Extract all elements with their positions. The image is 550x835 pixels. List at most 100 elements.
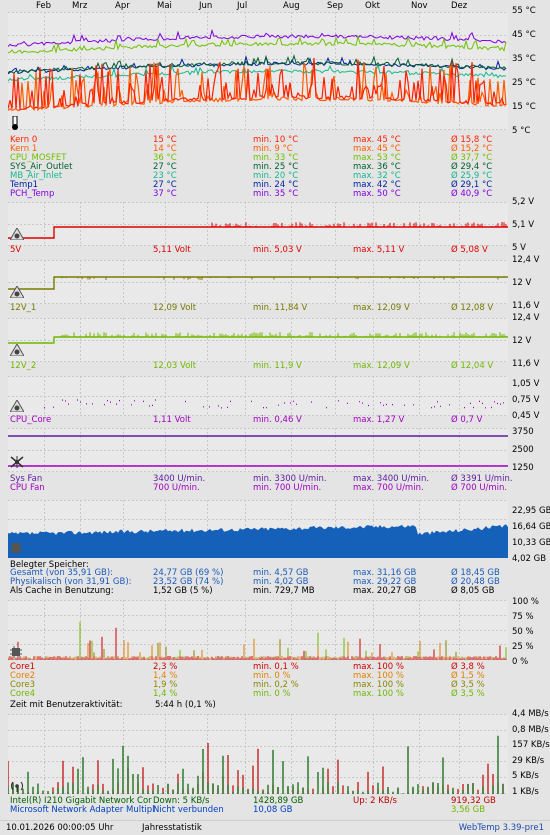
series-line <box>8 54 507 74</box>
y-tick-label: 50 % <box>512 627 534 637</box>
legend-avg: Ø 12,04 V <box>451 361 494 371</box>
series-line <box>8 34 507 54</box>
legend-name: 12V_2 <box>10 361 37 371</box>
legend-avg: Ø 25,9 °C <box>451 171 493 181</box>
legend-max: max. 100 % <box>353 680 404 690</box>
legend-avg: Ø 40,9 °C <box>451 189 493 199</box>
legend-cur: 1,4 % <box>153 689 178 699</box>
footer-mode: Jahresstatistik <box>142 823 202 833</box>
legend-max: max. 100 % <box>353 671 404 681</box>
series-line <box>8 276 508 290</box>
legend-name: CPU_MOSFET <box>10 153 67 163</box>
legend-min: min. 24 °C <box>253 180 299 190</box>
series-line <box>8 62 507 82</box>
legend-max: max. 45 °C <box>353 135 401 145</box>
legend-max: max. 29,22 GB <box>353 577 417 587</box>
y-tick-label: 5 V <box>512 243 526 253</box>
y-tick-label: 5 KB/s <box>512 771 539 782</box>
voltage-icon <box>9 399 25 415</box>
series-bars <box>8 743 504 794</box>
legend-min: min. 5,03 V <box>253 245 302 255</box>
voltage-12v2-plot <box>8 318 508 362</box>
legend-cur: 2,3 % <box>153 662 178 672</box>
legend-avg: Ø 37,7 °C <box>451 153 493 163</box>
fan-icon <box>10 456 24 471</box>
month-label: Jun <box>199 1 213 11</box>
legend-name: Gesamt (von 35,91 GB): <box>10 568 114 578</box>
legend-name: Kern 1 <box>10 144 38 154</box>
series-spikes <box>211 222 507 227</box>
legend-min: min. 729,7 MB <box>253 586 315 596</box>
legend-cur: 36 °C <box>153 153 177 163</box>
y-tick-label: 45 °C <box>512 30 536 40</box>
adapter-1-down-total: 1428,89 GB <box>253 796 304 806</box>
legend-avg: Ø 15,2 °C <box>451 144 493 154</box>
y-tick-label: 35 °C <box>512 54 536 64</box>
legend-avg: Ø 5,08 V <box>451 245 488 255</box>
memory-chart <box>8 500 508 558</box>
legend-min: min. 0 % <box>253 671 291 681</box>
adapter-2-name: Microsoft Network Adapter Multipl <box>10 805 155 815</box>
adapter-1-up-total: 919,32 GB <box>451 796 496 806</box>
y-tick-label: 1,05 V <box>512 379 540 389</box>
legend-max: max. 42 °C <box>353 180 401 190</box>
memory-plot <box>8 500 508 558</box>
legend-max: max. 12,09 V <box>353 361 410 371</box>
voltage-5v-chart <box>8 202 508 246</box>
legend-max: max. 20,27 GB <box>353 586 417 596</box>
y-tick-label: 12,4 V <box>512 313 540 323</box>
legend-cur: 3400 U/min. <box>153 474 206 484</box>
legend-cur: 1,52 GB (5 %) <box>153 586 213 596</box>
month-label: Aug <box>283 1 300 11</box>
series-line <box>8 57 506 111</box>
series-bars <box>8 735 504 794</box>
y-tick-label: 5,1 V <box>512 220 535 230</box>
legend-name: SYS_Air_Outlet <box>10 162 73 172</box>
legend-name: Physikalisch (von 31,91 GB): <box>10 577 132 587</box>
legend-name: Core2 <box>10 671 36 681</box>
legend-max: max. 31,16 GB <box>353 568 417 578</box>
month-label: Dez <box>451 1 468 11</box>
cpu-load-chart <box>8 600 508 660</box>
y-tick-label: 4,4 MB/s <box>512 709 549 719</box>
y-tick-label: 55 °C <box>512 6 536 16</box>
series-bars <box>8 638 507 660</box>
legend-cur: 27 °C <box>153 162 177 172</box>
user-activity-label: Zeit mit Benutzeraktivität: <box>10 700 123 710</box>
y-tick-label: 5,2 V <box>512 197 535 207</box>
adapter-2-state: Nicht verbunden <box>153 805 224 815</box>
legend-max: max. 700 U/min. <box>353 483 424 493</box>
legend-min: min. 4,02 GB <box>253 577 309 587</box>
fan-plot <box>8 428 508 472</box>
legend-name: Core4 <box>10 689 36 699</box>
legend-min: min. 700 U/min. <box>253 483 322 493</box>
month-label: Jul <box>237 1 248 11</box>
series-line <box>8 226 508 239</box>
legend-cur: 1,9 % <box>153 680 178 690</box>
legend-max: max. 12,09 V <box>353 303 410 313</box>
memory-area <box>8 524 508 558</box>
legend-name: CPU Fan <box>10 483 45 493</box>
legend-cur: 12,09 Volt <box>153 303 197 313</box>
month-label: Feb <box>36 1 52 11</box>
y-tick-label: 1250 <box>512 463 534 473</box>
y-tick-label: 2500 <box>512 445 534 455</box>
legend-cur: 27 °C <box>153 180 177 190</box>
cpu-chip-icon <box>10 646 22 661</box>
series-line <box>8 60 507 112</box>
legend-cur: 24,77 GB (69 %) <box>153 568 224 578</box>
y-tick-label: 29 KB/s <box>512 755 545 766</box>
y-tick-label: 3750 <box>512 427 534 437</box>
y-tick-label: 25 °C <box>512 78 536 88</box>
y-tick-label: 12,4 V <box>512 255 540 265</box>
legend-cur: 5,11 Volt <box>153 245 191 255</box>
voltage-5v-plot <box>8 202 508 246</box>
legend-min: min. 3300 U/min. <box>253 474 327 484</box>
month-label: Apr <box>115 1 130 11</box>
y-tick-label: 12 V <box>512 278 532 288</box>
legend-cur: 15 °C <box>153 135 177 145</box>
month-label: Mrz <box>72 1 88 11</box>
y-tick-label: 75 % <box>512 612 534 622</box>
series-line <box>8 28 507 47</box>
adapter-1-up: Up: 2 KB/s <box>353 796 397 806</box>
